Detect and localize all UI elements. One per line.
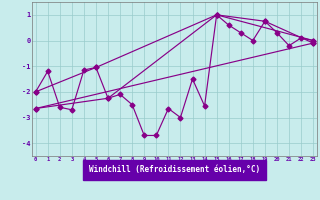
X-axis label: Windchill (Refroidissement éolien,°C): Windchill (Refroidissement éolien,°C) <box>89 165 260 174</box>
